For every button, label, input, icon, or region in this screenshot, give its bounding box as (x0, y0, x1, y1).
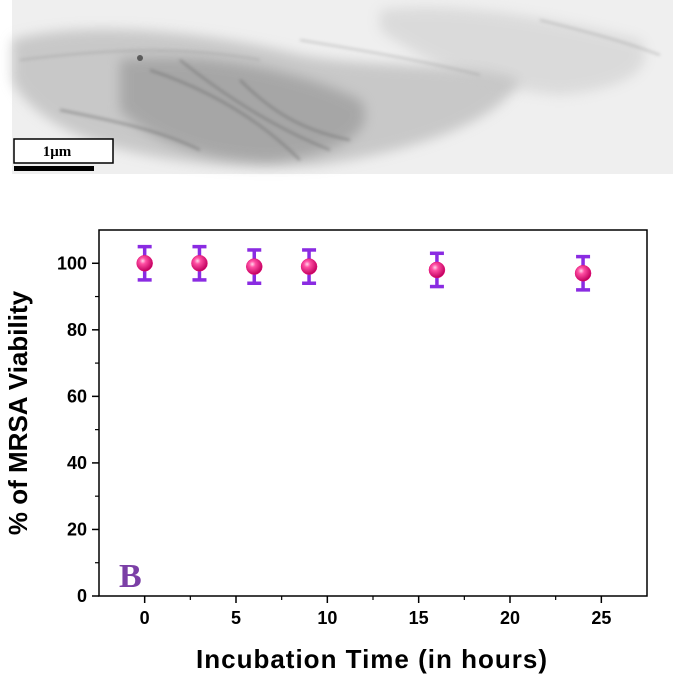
y-axis-ticks (92, 262, 99, 597)
x-tick-label: 10 (317, 608, 337, 628)
data-point (246, 258, 263, 275)
graphene-sheets (12, 7, 661, 168)
y-axis-title: % of MRSA Viability (3, 290, 33, 535)
x-tick-label: 15 (409, 608, 429, 628)
x-axis-title: Incubation Time (in hours) (196, 644, 548, 674)
scale-bar-label: 1μm (43, 144, 72, 160)
viability-chart: 0 5 10 15 20 25 0 20 40 60 80 100 B Incubation Tim… (3, 229, 648, 674)
y-tick-label: 20 (67, 519, 87, 539)
data-point (300, 258, 318, 275)
x-axis-ticks (143, 596, 603, 603)
y-axis-tick-labels: 0 20 40 60 80 100 (57, 253, 87, 606)
x-tick-label: 0 (140, 608, 150, 628)
scale-bar (14, 166, 94, 171)
y-tick-label: 0 (77, 586, 87, 606)
x-tick-label: 25 (591, 608, 611, 628)
scale-bar-box (13, 138, 114, 164)
tem-micrograph: 1μm (0, 0, 673, 174)
y-tick-label: 100 (57, 253, 87, 273)
data-point (574, 265, 592, 282)
data-point (428, 261, 446, 279)
y-tick-label: 40 (67, 453, 87, 473)
panel-label: B (119, 558, 142, 595)
x-tick-label: 5 (231, 608, 241, 628)
x-tick-label: 20 (500, 608, 520, 628)
plot-frame (98, 229, 648, 597)
x-axis-tick-labels: 0 5 10 15 20 25 (140, 608, 612, 628)
data-point (191, 255, 208, 272)
data-points (136, 255, 592, 282)
data-point (136, 255, 153, 272)
y-tick-label: 60 (67, 386, 87, 406)
y-tick-label: 80 (67, 320, 87, 340)
micrograph-left-border (0, 0, 12, 174)
